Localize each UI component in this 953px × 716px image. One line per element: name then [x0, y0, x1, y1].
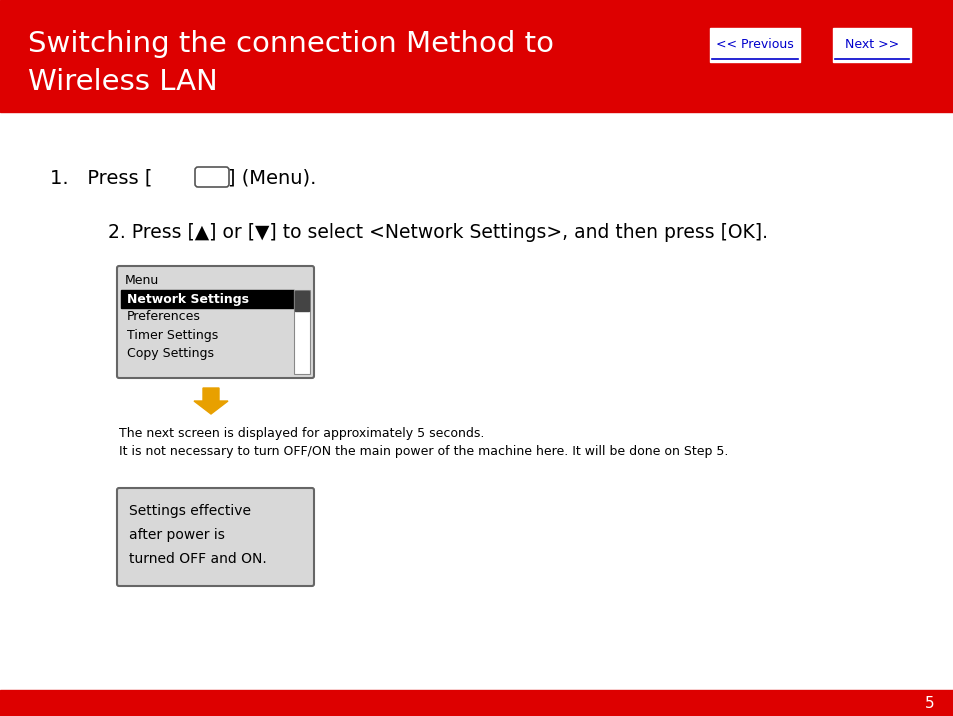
Bar [119, 490, 312, 584]
Text: 5: 5 [924, 695, 934, 710]
Text: << Previous: << Previous [716, 39, 793, 52]
Text: The next screen is displayed for approximately 5 seconds.: The next screen is displayed for approxi… [119, 427, 484, 440]
Bar [709, 28, 800, 62]
Bar [0, 690, 953, 716]
Text: Copy Settings: Copy Settings [127, 347, 213, 359]
Text: It is not necessary to turn OFF/ON the main power of the machine here. It will b: It is not necessary to turn OFF/ON the m… [119, 445, 727, 458]
Text: Menu: Menu [125, 274, 159, 287]
Text: Timer Settings: Timer Settings [127, 329, 218, 342]
Text: after power is: after power is [129, 528, 225, 542]
Polygon shape [193, 388, 228, 414]
Bar [119, 268, 312, 376]
FancyBboxPatch shape [117, 488, 314, 586]
Bar [832, 28, 910, 62]
Text: turned OFF and ON.: turned OFF and ON. [129, 552, 267, 566]
Text: Preferences: Preferences [127, 311, 201, 324]
FancyBboxPatch shape [194, 167, 229, 187]
Bar [0, 0, 953, 112]
FancyBboxPatch shape [117, 266, 314, 378]
Text: Wireless LAN: Wireless LAN [28, 68, 217, 96]
Text: Settings effective: Settings effective [129, 504, 251, 518]
Bar [121, 290, 294, 308]
Bar [294, 290, 310, 374]
Text: 2. Press [▲] or [▼] to select <Network Settings>, and then press [OK].: 2. Press [▲] or [▼] to select <Network S… [108, 223, 767, 241]
Text: ] (Menu).: ] (Menu). [228, 168, 316, 188]
Text: Network Settings: Network Settings [127, 293, 249, 306]
Text: Switching the connection Method to: Switching the connection Method to [28, 30, 554, 58]
Bar [294, 290, 310, 374]
Bar [294, 291, 309, 311]
Text: Next >>: Next >> [844, 39, 898, 52]
Text: 1.   Press [: 1. Press [ [50, 168, 152, 188]
